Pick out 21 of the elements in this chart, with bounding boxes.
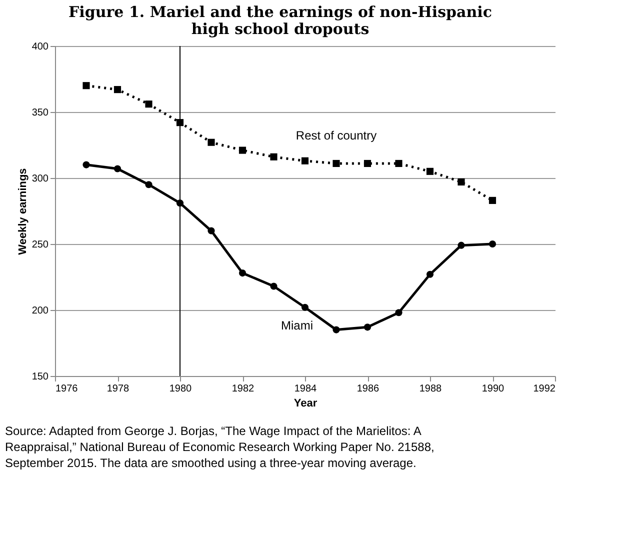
y-tick-label: 400	[32, 42, 49, 52]
x-tick-label: 1976	[56, 384, 78, 394]
x-tick-label: 1982	[232, 384, 255, 394]
y-tick-label: 200	[32, 306, 49, 316]
y-tick-label: 150	[32, 372, 49, 382]
chart-title: Figure 1. Mariel and the earnings of non-Hispanic high school dropouts	[68, 3, 492, 38]
series-label: Rest of country	[296, 128, 377, 142]
x-tick-label: 1988	[419, 384, 442, 394]
x-tick-label: 1978	[106, 384, 130, 394]
y-axis-title: Weekly earnings	[16, 168, 29, 255]
x-tick-label: 1992	[533, 384, 556, 394]
series-label: Miami	[281, 318, 313, 332]
x-axis-title: Year	[294, 398, 318, 410]
x-tick-label: 1984	[294, 384, 318, 394]
x-tick-label: 1980	[169, 384, 192, 394]
x-tick-label: 1986	[356, 384, 380, 394]
y-tick-label: 300	[32, 174, 49, 184]
x-tick-label: 1990	[482, 384, 505, 394]
source-note: Source: Adapted from George J. Borjas, “The Wage Impact of the Marielitos: A Reappraisal,” National Bureau of Economic Research Working Paper No. 21588, September 2015. The data are smoothed using a three-year moving average.	[5, 424, 434, 470]
y-tick-label: 250	[32, 240, 49, 250]
y-tick-label: 350	[32, 108, 49, 118]
